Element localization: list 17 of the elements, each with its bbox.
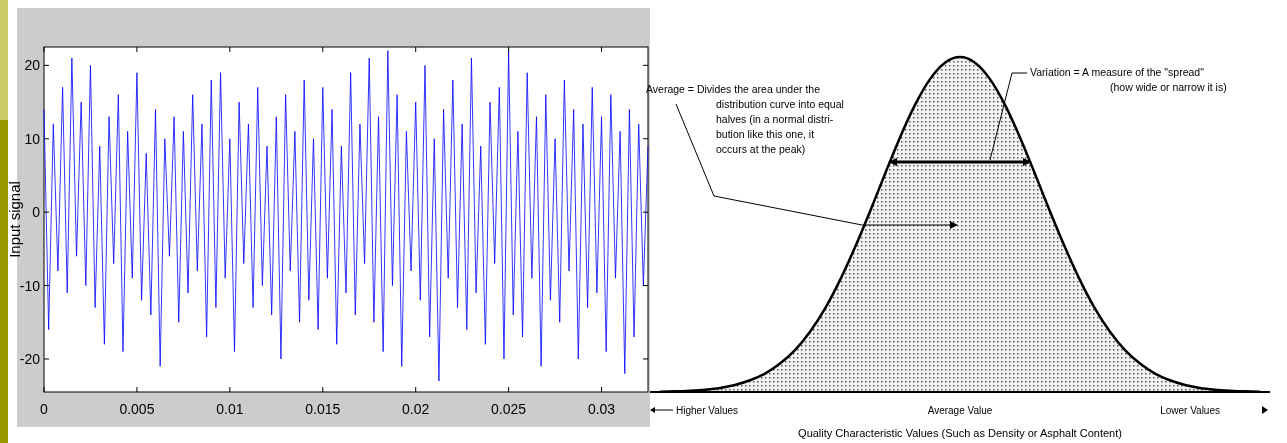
x-tick-label: 0.01: [216, 401, 244, 417]
x-axis-title: Quality Characteristic Values (Such as Density or Asphalt Content): [798, 427, 1122, 439]
x-tick-label: 0.005: [119, 401, 155, 417]
x-tick-label: 0.025: [491, 401, 527, 417]
text: Lower Values: [1160, 405, 1220, 416]
x-tick-label: 0.03: [587, 401, 616, 417]
y-axis-title: Input signal: [6, 181, 23, 258]
x-tick-label: 0.02: [402, 401, 430, 417]
y-tick-label: -20: [19, 350, 41, 367]
text: Higher Values: [676, 405, 739, 416]
y-tick-label: 0: [32, 204, 41, 221]
y-tick-label: -10: [19, 277, 41, 294]
y-tick-label: 10: [24, 130, 41, 147]
annotation: Variation = A measure of the "spread" (how wide or narrow it is): [1030, 66, 1227, 93]
text: Average Value: [927, 405, 993, 416]
x-tick-label: 0.015: [305, 401, 341, 417]
y-tick-label: 20: [24, 57, 41, 74]
